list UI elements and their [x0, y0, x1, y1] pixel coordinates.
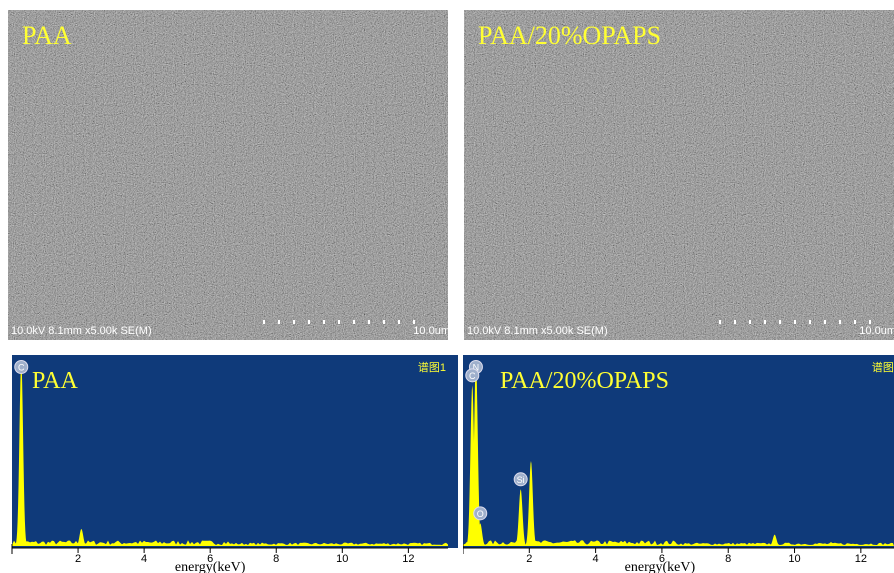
- x-tick-label: 2: [75, 553, 81, 565]
- scale-tick: [854, 320, 856, 324]
- spectrum-background: [463, 355, 894, 548]
- scale-tick: [383, 320, 385, 324]
- x-tick-label: 12: [855, 553, 867, 565]
- scale-tick: [719, 320, 721, 324]
- spectrum-name: 谱图2: [872, 360, 894, 374]
- scale-tick: [293, 320, 295, 324]
- scale-tick: [413, 320, 415, 324]
- scale-tick: [278, 320, 280, 324]
- sem-panel: PAA/20%OPAPS 10.0kV 8.1mm x5.00k SE(M) 10.…: [464, 10, 894, 340]
- scale-tick: [869, 320, 871, 324]
- x-tick-label: 10: [336, 553, 348, 565]
- scale-label: 10.0um: [413, 325, 450, 337]
- element-label: Si: [517, 475, 525, 485]
- scale-tick: [398, 320, 400, 324]
- spectrum-title: PAA: [32, 368, 78, 394]
- spectrum-peak: [523, 460, 539, 546]
- sem-info: 10.0kV 8.1mm x5.00k SE(M): [467, 325, 608, 337]
- scale-tick: [779, 320, 781, 324]
- element-label: C: [469, 371, 476, 381]
- x-tick-label: 8: [725, 553, 731, 565]
- spectrum-peak: [464, 385, 480, 546]
- spectrum-background: [12, 355, 458, 548]
- scale-tick: [323, 320, 325, 324]
- scale-tick: [368, 320, 370, 324]
- spectrum-title: PAA/20%OPAPS: [500, 368, 669, 394]
- sem-image: [464, 10, 894, 340]
- element-marker: [465, 368, 480, 383]
- spectrum-background-noise: [463, 540, 894, 546]
- scale-tick: [734, 320, 736, 324]
- spectrum-peak: [767, 534, 782, 546]
- x-axis-label: energy(keV): [625, 560, 696, 573]
- spectrum-peak: [13, 360, 29, 546]
- scale-tick: [839, 320, 841, 324]
- sem-panel: PAA 10.0kV 8.1mm x5.00k SE(M) 10.0um: [8, 10, 450, 340]
- x-tick-label: 4: [141, 553, 147, 565]
- x-tick-label: 2: [526, 553, 532, 565]
- x-tick-label: 8: [273, 553, 279, 565]
- scale-tick: [749, 320, 751, 324]
- x-tick-label: 4: [593, 553, 599, 565]
- spectrum-peak: [823, 542, 839, 546]
- spectrum-panel: C PAA 谱图1 2 4 6 8 10 12 energy(keV): [11, 355, 458, 573]
- spectrum-peak: [513, 489, 528, 546]
- element-marker: [513, 472, 528, 487]
- x-tick-label: 6: [659, 553, 665, 565]
- scale-tick: [824, 320, 826, 324]
- x-tick-label: 10: [788, 553, 800, 565]
- spectrum-name: 谱图1: [418, 360, 446, 374]
- element-label: C: [18, 363, 25, 373]
- sem-info: 10.0kV 8.1mm x5.00k SE(M): [11, 325, 152, 337]
- spectrum-background-noise: [12, 540, 448, 546]
- panel-title: PAA/20%OPAPS: [478, 21, 661, 50]
- spectrum-peak: [472, 523, 488, 546]
- scale-tick: [263, 320, 265, 324]
- scale-tick: [308, 320, 310, 324]
- element-marker: [14, 360, 29, 374]
- scale-tick: [809, 320, 811, 324]
- spectrum-panel: NC O Si PAA/20%OPAPS 谱图2 2 4 6 8 10 12 energy(keV): [463, 355, 894, 573]
- scale-label: 10.0um: [859, 325, 894, 337]
- element-label: O: [477, 509, 484, 519]
- x-axis-label: energy(keV): [175, 560, 246, 573]
- x-tick-label: 6: [207, 553, 213, 565]
- element-marker: [473, 506, 488, 521]
- scale-tick: [764, 320, 766, 324]
- spectrum-peak: [74, 528, 89, 546]
- scale-tick: [353, 320, 355, 324]
- panel-title: PAA: [22, 21, 72, 50]
- sem-image: [8, 10, 448, 340]
- x-tick-label: 12: [402, 553, 414, 565]
- element-label: N: [473, 363, 480, 373]
- scale-tick: [794, 320, 796, 324]
- spectrum-peak: [468, 360, 484, 546]
- scale-tick: [338, 320, 340, 324]
